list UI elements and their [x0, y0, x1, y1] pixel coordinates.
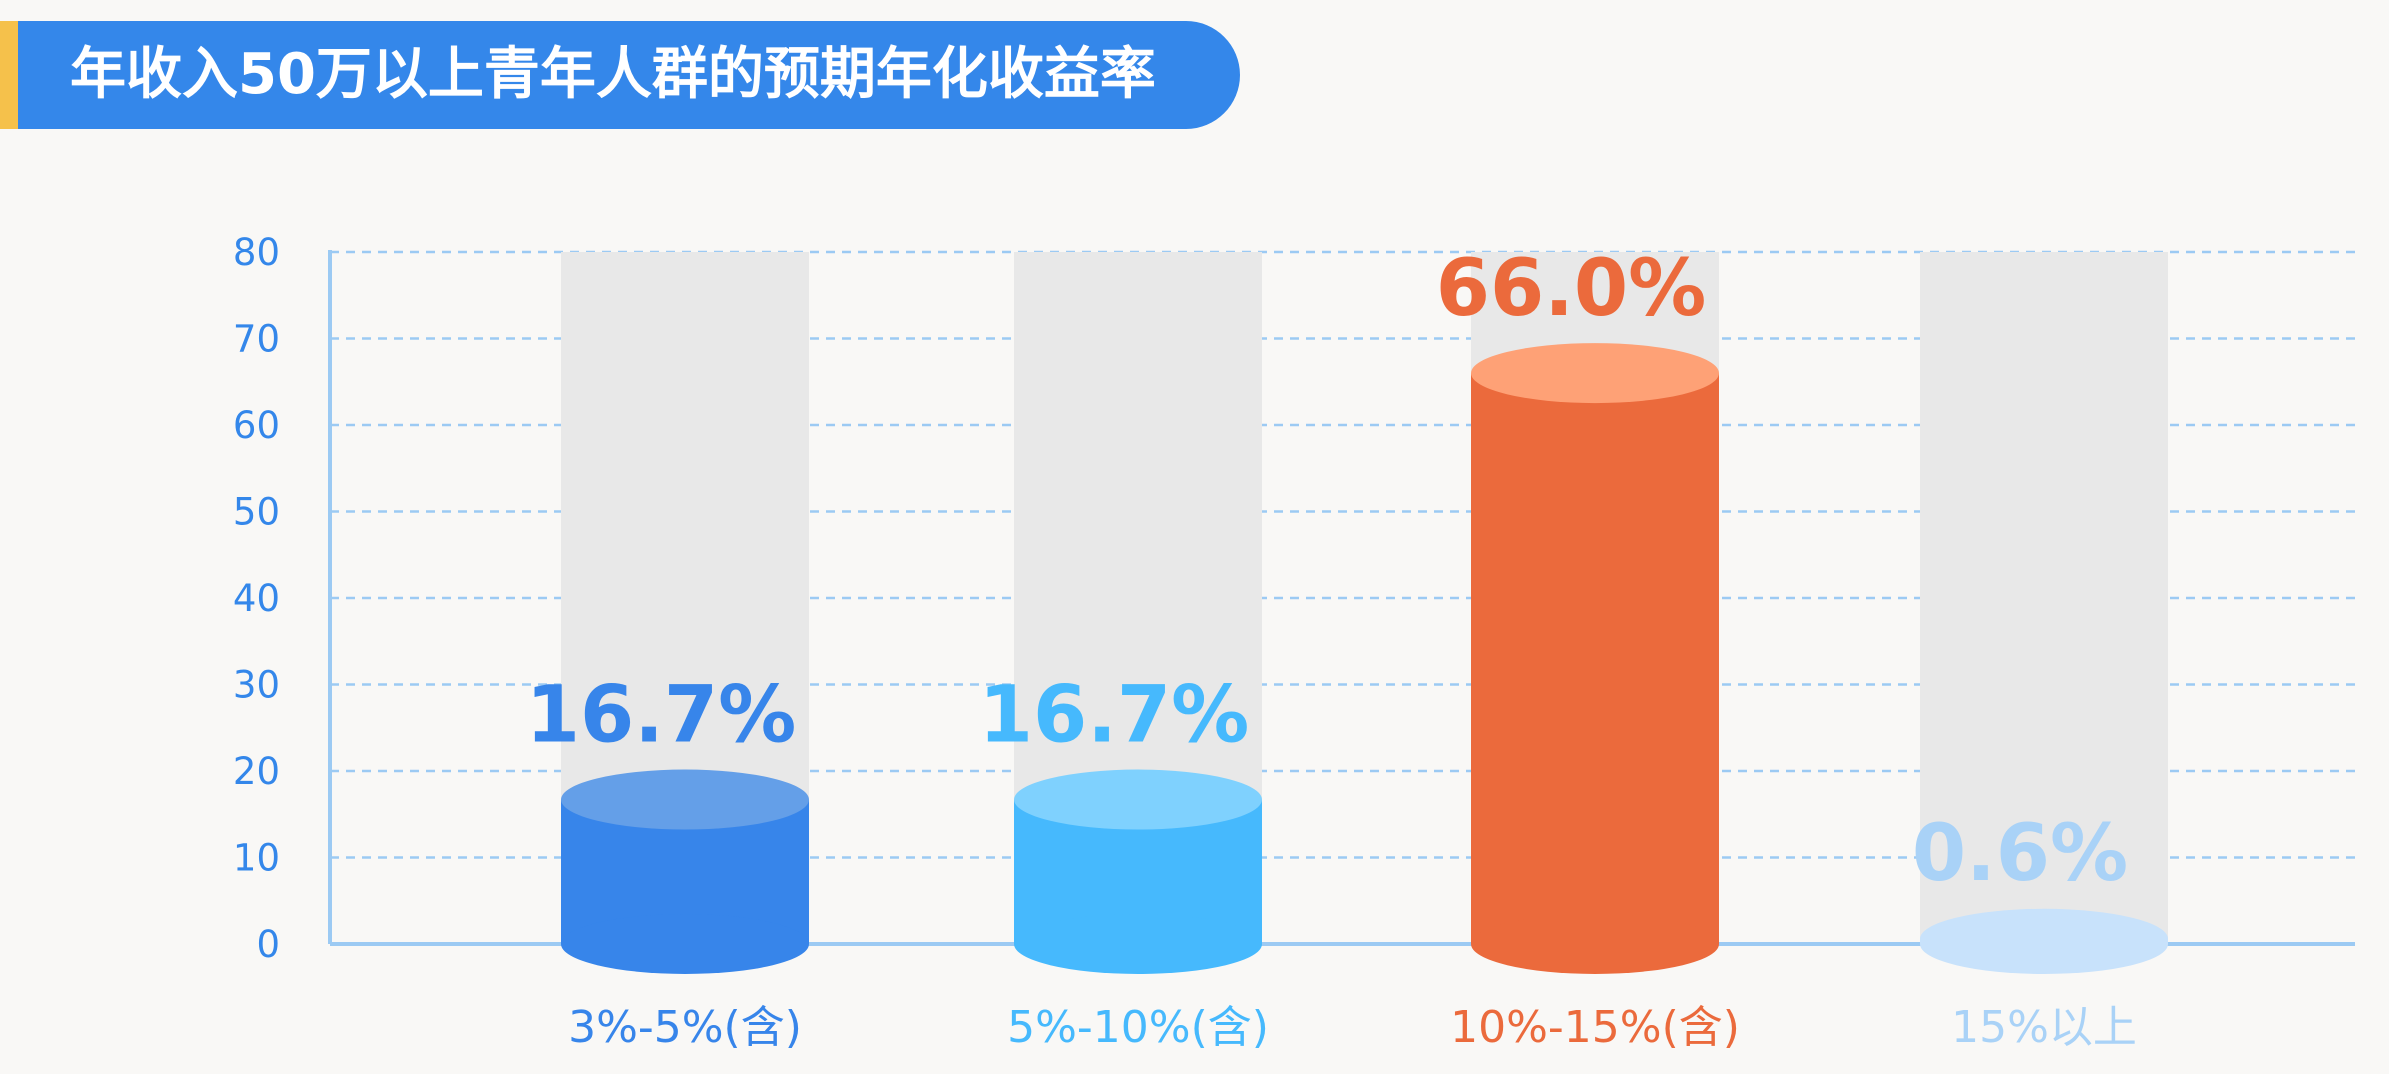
category-label: 15%以上: [1951, 1002, 2137, 1053]
bar: [1471, 343, 1719, 974]
y-tick-label: 0: [256, 923, 280, 966]
y-tick-label: 30: [233, 664, 280, 707]
y-tick-label: 80: [233, 231, 280, 274]
page-title: 年收入50万以上青年人群的预期年化收益率: [70, 42, 1156, 107]
bar-top: [1014, 769, 1262, 830]
bar-base: [1471, 914, 1719, 974]
bar-top: [1471, 343, 1719, 404]
bar-track: [1920, 252, 2168, 944]
bar-top: [1920, 908, 2168, 969]
title-accent: [0, 21, 18, 129]
y-tick-label: 10: [233, 837, 280, 880]
value-label: 0.6%: [1912, 809, 2128, 899]
y-tick-label: 70: [233, 318, 280, 361]
y-tick-label: 50: [233, 491, 280, 534]
bar-base: [561, 914, 809, 974]
bar: [561, 769, 809, 974]
category-label: 5%-10%(含): [1007, 1002, 1269, 1053]
labels: 16.7% 16.7% 66.0% 0.6% 3%-5%(含) 5%-10%(含) 10%-…: [526, 244, 2137, 1053]
bar-base: [1014, 914, 1262, 974]
value-label: 16.7%: [979, 671, 1250, 761]
bar: [1014, 769, 1262, 974]
value-label: 66.0%: [1436, 244, 1707, 334]
y-tick-label: 40: [233, 577, 280, 620]
y-tick-label: 20: [233, 750, 280, 793]
category-label: 3%-5%(含): [568, 1002, 802, 1053]
y-tick-label: 60: [233, 404, 280, 447]
title-bar: 年收入50万以上青年人群的预期年化收益率: [0, 21, 1240, 129]
bar-top: [561, 769, 809, 830]
bar: [1920, 908, 2168, 974]
value-label: 16.7%: [526, 671, 797, 761]
category-label: 10%-15%(含): [1450, 1002, 1740, 1053]
bar-body: [1471, 373, 1719, 945]
bars: [561, 343, 2168, 974]
